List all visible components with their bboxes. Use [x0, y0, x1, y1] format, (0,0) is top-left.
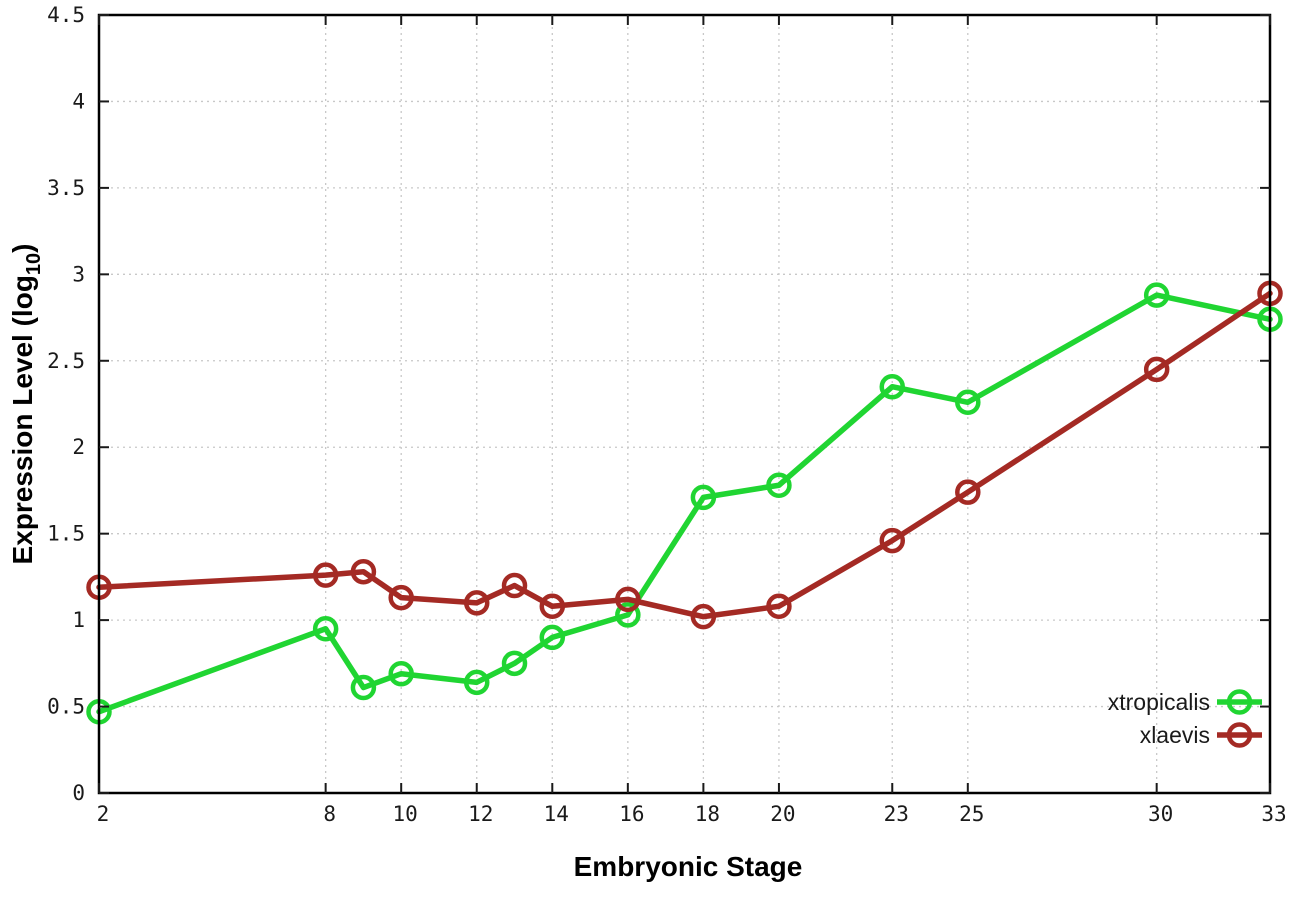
data-point-xlaevis — [501, 572, 528, 599]
y-axis-title: Expression Level (log10) — [7, 244, 45, 565]
legend-label-xtropicalis: xtropicalis — [1108, 689, 1210, 715]
y-tick-label: 0.5 — [47, 695, 85, 719]
data-point-xtropicalis — [539, 624, 566, 651]
data-point-xlaevis — [879, 527, 906, 554]
data-point-xtropicalis — [690, 484, 717, 511]
data-point-xlaevis — [539, 593, 566, 620]
x-tick-label: 14 — [544, 802, 569, 826]
data-point-xlaevis — [312, 562, 339, 588]
data-point-xlaevis — [1143, 356, 1170, 383]
x-tick-label: 12 — [468, 802, 493, 826]
data-point-xlaevis — [388, 584, 414, 611]
x-tick-label: 25 — [959, 802, 984, 826]
plot-border — [97, 13, 1272, 795]
data-point-xlaevis — [463, 590, 490, 616]
x-tick-label: 30 — [1148, 802, 1173, 826]
x-tick-label: 23 — [884, 802, 909, 826]
data-point-xtropicalis — [615, 602, 641, 628]
x-axis-title: Embryonic Stage — [574, 851, 803, 882]
y-tick-label: 1 — [72, 608, 85, 632]
data-point-xlaevis — [350, 558, 377, 585]
data-point-xtropicalis — [955, 389, 981, 416]
series-line-xlaevis — [96, 290, 1273, 620]
x-tick-label: 8 — [323, 802, 336, 826]
legend-sample-marker-xtropicalis — [1226, 689, 1253, 715]
data-point-xtropicalis — [879, 373, 906, 400]
data-point-xtropicalis — [1143, 282, 1170, 308]
data-point-xtropicalis — [501, 650, 528, 677]
y-tick-label: 0 — [72, 781, 85, 805]
y-tick-label: 4.5 — [47, 3, 85, 27]
grid-layer — [99, 15, 1270, 793]
x-tick-label: 10 — [393, 802, 418, 826]
data-point-xtropicalis — [463, 669, 490, 696]
x-tick-label: 16 — [619, 802, 644, 826]
legend-sample-marker-xlaevis — [1226, 722, 1253, 748]
plot-border-layer — [97, 13, 1272, 795]
data-point-xtropicalis — [312, 616, 339, 642]
y-tick-label: 4 — [72, 89, 85, 113]
series-layer — [86, 280, 1283, 725]
tick-layer — [98, 14, 1271, 794]
data-point-xtropicalis — [388, 660, 414, 687]
legend: xtropicalis xlaevis — [1108, 689, 1262, 748]
y-tick-label: 2 — [72, 435, 85, 459]
x-tick-label: 20 — [770, 802, 795, 826]
data-point-xtropicalis — [766, 472, 792, 499]
y-tick-label: 2.5 — [47, 349, 85, 373]
data-point-xlaevis — [955, 479, 981, 505]
tick-label-layer: 0 0.5 1 1.5 2 2.5 3 3.5 4 4.5 2 8 10 12 14 16 18 20 23 25 30… — [47, 3, 1287, 826]
data-point-xlaevis — [690, 603, 717, 630]
y-tick-label: 3 — [72, 262, 85, 286]
data-point-xtropicalis — [350, 674, 377, 701]
x-tick-label: 33 — [1261, 802, 1286, 826]
x-tick-label: 2 — [97, 802, 110, 826]
data-point-xlaevis — [615, 586, 641, 613]
y-tick-label: 3.5 — [47, 176, 85, 200]
data-point-xlaevis — [766, 593, 792, 620]
series-line-xtropicalis — [96, 292, 1273, 715]
legend-label-xlaevis: xlaevis — [1140, 722, 1210, 748]
y-tick-label: 1.5 — [47, 522, 85, 546]
x-tick-label: 18 — [695, 802, 720, 826]
